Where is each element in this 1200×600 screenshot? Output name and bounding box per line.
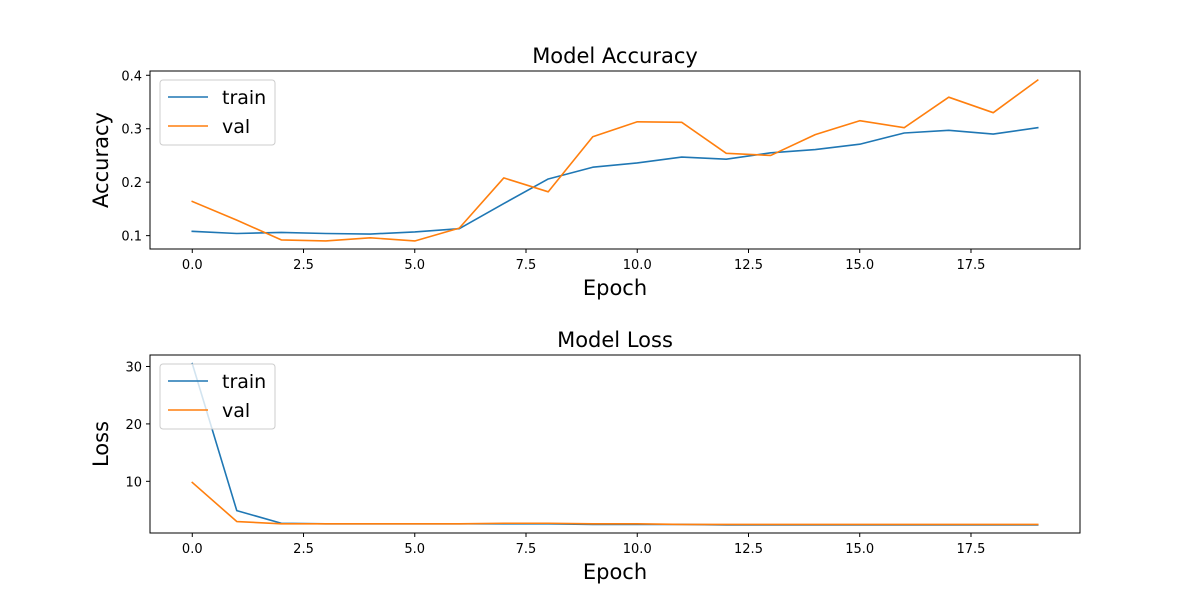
accuracy-y-tick-label: 0.1 xyxy=(121,230,142,245)
loss-legend-label-train: train xyxy=(222,371,266,393)
accuracy-x-tick-label: 12.5 xyxy=(734,258,763,273)
accuracy-series-train-line xyxy=(191,126,1039,235)
loss-x-tick-label: 7.5 xyxy=(516,542,537,557)
accuracy-x-tick-label: 17.5 xyxy=(957,258,986,273)
loss-series-train-line xyxy=(191,362,1039,526)
accuracy-x-tick-label: 7.5 xyxy=(516,258,537,273)
accuracy-x-tick-label: 15.0 xyxy=(845,258,874,273)
loss-y-tick-label: 10 xyxy=(125,475,142,490)
accuracy-x-tick-label: 10.0 xyxy=(623,258,652,273)
loss-x-tick-label: 17.5 xyxy=(957,542,986,557)
loss-x-tick-label: 0.0 xyxy=(182,542,203,557)
loss-y-tick-label: 30 xyxy=(125,360,142,375)
accuracy-x-tick-label: 2.5 xyxy=(293,258,314,273)
loss-x-tick-label: 12.5 xyxy=(734,542,763,557)
accuracy-legend-label-val: val xyxy=(222,116,250,138)
accuracy-y-tick-label: 0.4 xyxy=(121,69,142,84)
loss-x-tick-label: 10.0 xyxy=(623,542,652,557)
loss-x-tick-label: 5.0 xyxy=(404,542,425,557)
accuracy-y-tick-label: 0.3 xyxy=(121,123,142,138)
loss-y-axis-label: Loss xyxy=(89,421,113,467)
loss-x-axis-label: Epoch xyxy=(583,560,647,584)
accuracy-legend-label-train: train xyxy=(222,87,266,109)
accuracy-x-tick-label: 5.0 xyxy=(404,258,425,273)
accuracy-y-tick-label: 0.2 xyxy=(121,176,142,191)
loss-x-tick-label: 2.5 xyxy=(293,542,314,557)
loss-title: Model Loss xyxy=(557,328,673,352)
accuracy-title: Model Accuracy xyxy=(532,44,698,68)
loss-chart: Model Loss 0.0 2.5 5.0 7.5 10.0 12.5 15.0 17.5 10… xyxy=(89,328,1081,584)
loss-x-tick-label: 15.0 xyxy=(845,542,874,557)
loss-y-tick-label: 20 xyxy=(125,418,142,433)
accuracy-x-axis-label: Epoch xyxy=(583,276,647,300)
accuracy-x-tick-label: 0.0 xyxy=(182,258,203,273)
accuracy-chart: Model Accuracy 0.0 2.5 5.0 7.5 10.0 12.5 15.0 17… xyxy=(89,44,1081,300)
loss-series-val-line xyxy=(191,481,1039,526)
loss-plot-frame xyxy=(149,354,1081,534)
loss-legend-label-val: val xyxy=(222,400,250,422)
accuracy-series-val-line xyxy=(191,78,1039,242)
accuracy-plot-frame xyxy=(149,70,1081,250)
accuracy-y-axis-label: Accuracy xyxy=(89,112,113,208)
